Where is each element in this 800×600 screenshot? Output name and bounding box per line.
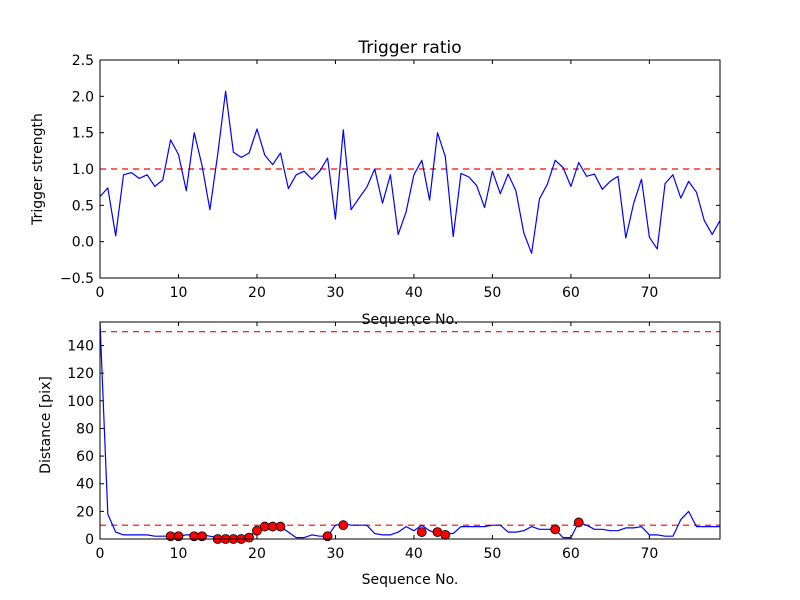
distance-marker — [322, 531, 333, 542]
trigger-chart-frame — [99, 59, 721, 279]
trigger-xtick-label: 10 — [170, 285, 188, 301]
trigger-chart-title: Trigger ratio — [357, 38, 461, 58]
distance-marker — [244, 532, 255, 543]
distance-chart-marks: 0 10 20 30 40 50 60 70 0 20 40 60 80 100 120 140 — [67, 321, 720, 562]
distance-marker — [550, 524, 561, 535]
trigger-xtick-label: 50 — [483, 285, 501, 301]
distance-marker — [440, 529, 451, 540]
trigger-ytick-label: 1.5 — [72, 126, 94, 142]
distance-marker — [173, 531, 184, 542]
distance-xtick-label: 30 — [327, 546, 345, 562]
distance-marker — [338, 520, 349, 531]
distance-xtick-label: 60 — [562, 546, 580, 562]
distance-xtick-label: 10 — [170, 546, 188, 562]
trigger-xtick-label: 40 — [405, 285, 423, 301]
trigger-xtick-label: 0 — [96, 285, 105, 301]
trigger-chart-ylabel: Trigger strength — [30, 113, 46, 226]
trigger-ytick-label: 2.0 — [72, 89, 94, 105]
trigger-ytick-label: 0.5 — [72, 198, 94, 214]
distance-xtick-label: 0 — [96, 546, 105, 562]
trigger-xtick-label: 30 — [327, 285, 345, 301]
distance-ytick-label: 60 — [76, 449, 94, 465]
distance-xtick-label: 70 — [640, 546, 658, 562]
trigger-ratio-chart: Trigger ratio Trigger strength Sequence … — [30, 38, 721, 328]
distance-xtick-label: 50 — [483, 546, 501, 562]
trigger-xtick-label: 70 — [640, 285, 658, 301]
distance-chart-ylabel: Distance [pix] — [38, 376, 54, 474]
distance-marker — [573, 517, 584, 528]
trigger-ytick-label: 2.5 — [72, 53, 94, 69]
distance-marker — [275, 521, 286, 532]
trigger-series-line — [99, 90, 721, 254]
distance-marker — [197, 531, 207, 542]
trigger-xtick-label: 20 — [248, 285, 266, 301]
trigger-ytick-label: 0.0 — [72, 235, 94, 251]
distance-marker — [416, 527, 427, 537]
trigger-xtick-label: 60 — [562, 285, 580, 301]
distance-chart: Distance [pix] Sequence No. 0 10 20 30 40 50 6… — [38, 321, 721, 588]
trigger-ytick-label: −0.5 — [60, 271, 94, 287]
trigger-chart-xlabel: Sequence No. — [362, 312, 459, 328]
distance-ytick-label: 140 — [67, 338, 94, 354]
distance-chart-frame — [99, 321, 721, 540]
trigger-ytick-label: 1.0 — [72, 162, 94, 178]
distance-ytick-label: 20 — [76, 504, 94, 520]
distance-ytick-label: 80 — [76, 421, 94, 437]
distance-ytick-label: 40 — [76, 477, 94, 493]
distance-ytick-label: 120 — [67, 366, 94, 382]
distance-xtick-label: 20 — [248, 546, 266, 562]
trigger-chart-marks: 0 10 20 30 40 50 60 70 −0.5 0.0 0.5 1.0 1.5 2.0 2.5 — [60, 53, 721, 301]
distance-ytick-label: 100 — [67, 394, 94, 410]
distance-xtick-label: 40 — [405, 546, 423, 562]
distance-marker — [252, 525, 262, 536]
distance-ytick-label: 0 — [85, 532, 94, 548]
distance-chart-xlabel: Sequence No. — [362, 572, 459, 588]
